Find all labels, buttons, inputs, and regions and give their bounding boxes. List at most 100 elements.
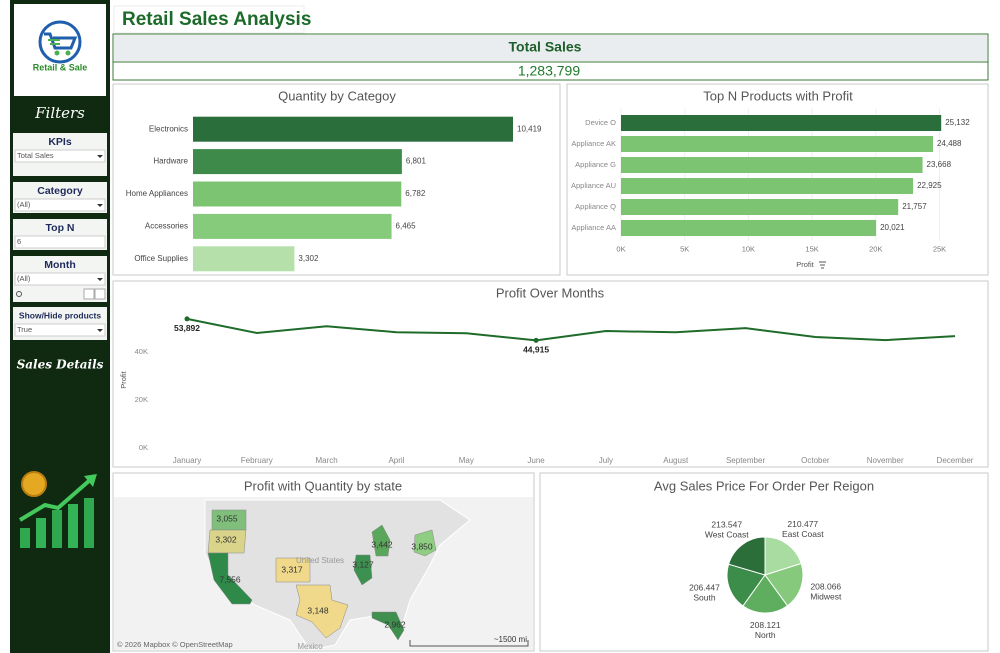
category-label: Electronics (149, 124, 188, 133)
pie-slice (764, 562, 804, 607)
x-tick-label: December (937, 456, 974, 465)
state-label: 3,442 (371, 539, 393, 549)
category-label: Office Supplies (134, 254, 188, 263)
filter-label: KPIs (48, 136, 72, 148)
filter-input[interactable] (14, 198, 106, 212)
chart-title: Profit with Quantity by state (244, 478, 402, 493)
title-box (113, 5, 305, 34)
filter-input[interactable] (14, 272, 106, 286)
dropdown-arrow (97, 204, 103, 207)
pie-slice (764, 536, 802, 576)
filter-value: (All) (17, 200, 31, 209)
x-tick-label: February (241, 456, 273, 465)
slice-label: South (693, 592, 715, 602)
y-tick-label: 0K (139, 443, 148, 452)
category-label: Appliance AU (571, 181, 616, 190)
filter-input[interactable] (14, 149, 106, 163)
logo-text: Retail & Sale (33, 62, 88, 72)
category-label: Appliance G (575, 160, 616, 169)
chart-title: Top N Products with Profit (703, 88, 853, 103)
state-label: 2,962 (384, 619, 406, 629)
kpi-header (114, 35, 987, 61)
filter-value: (All) (17, 274, 31, 283)
scale-bar (409, 640, 529, 647)
x-tick-label: January (173, 456, 201, 465)
state-label: 7,556 (219, 574, 241, 584)
bar (621, 157, 923, 173)
state (275, 557, 311, 583)
coin (21, 471, 47, 497)
state-label: 3,148 (307, 605, 329, 615)
slice-label: Midwest (810, 592, 842, 602)
slider-knob[interactable] (16, 291, 22, 297)
icon-bar (68, 504, 78, 548)
icon-bar (52, 510, 62, 548)
attribution: © 2026 Mapbox © OpenStreetMap (117, 640, 233, 649)
x-tick-label: 20K (869, 244, 882, 253)
kpi-label: Total Sales (509, 39, 582, 55)
dropdown-arrow (97, 329, 103, 332)
chart-title: Avg Sales Price For Order Per Reigon (654, 478, 874, 493)
x-tick-label: June (527, 456, 545, 465)
x-tick-label: July (599, 456, 613, 465)
icon-bar (36, 518, 46, 548)
panel (112, 280, 989, 468)
bar (193, 213, 392, 239)
value-label: 6,465 (396, 222, 417, 231)
x-tick-label: 0K (616, 244, 625, 253)
filter-input[interactable] (14, 235, 106, 249)
value-label: 6,782 (405, 189, 426, 198)
category-label: Accessories (145, 222, 188, 231)
slice-label: West Coast (705, 529, 749, 539)
state (353, 554, 373, 586)
icon-arrowhead (84, 474, 97, 487)
x-tick-label: April (388, 456, 404, 465)
bar (193, 181, 402, 207)
filter-label: Show/Hide products (19, 310, 101, 320)
slice-value: 210.477 (787, 519, 818, 529)
state (207, 529, 247, 554)
logo-icon (38, 20, 82, 64)
place-label: Mexico (297, 642, 323, 651)
sort-icon[interactable] (819, 261, 826, 269)
filter-input[interactable] (14, 323, 106, 337)
state (371, 611, 405, 641)
bar (193, 149, 402, 175)
details-title: Sales Details (17, 358, 104, 372)
place-label: United States (296, 556, 344, 565)
x-tick-label: October (801, 456, 830, 465)
x-tick-label: 15K (805, 244, 818, 253)
point (533, 337, 539, 343)
filter-value: True (17, 325, 32, 334)
x-tick-label: November (867, 456, 904, 465)
slice-label: East Coast (782, 529, 824, 539)
filters-title: Filters (34, 104, 85, 122)
value-label: 23,668 (927, 160, 952, 169)
logo-cart (44, 32, 78, 50)
icon-bar (84, 498, 94, 548)
slider-prev[interactable] (83, 288, 95, 300)
bar (193, 116, 513, 142)
logo-wheel (54, 50, 60, 56)
logo-ring (38, 20, 82, 64)
filter-label: Category (37, 185, 83, 197)
bar (193, 246, 295, 272)
point (184, 316, 190, 322)
value-label: 22,925 (917, 181, 942, 190)
filter-value: Total Sales (17, 151, 54, 160)
slice-value: 206.447 (689, 582, 720, 592)
value-label: 6,801 (406, 157, 427, 166)
logo-box (14, 4, 106, 96)
chart-title: Profit Over Months (496, 285, 605, 300)
value-label: 44,915 (523, 345, 549, 355)
bar (621, 199, 899, 215)
x-tick-label: August (663, 456, 689, 465)
slider-next[interactable] (94, 288, 106, 300)
value-label: 53,892 (174, 323, 200, 333)
bar (621, 220, 877, 236)
kpi-value: 1,283,799 (518, 63, 580, 79)
icon-bar (20, 528, 30, 548)
category-label: Appliance AK (571, 139, 616, 148)
